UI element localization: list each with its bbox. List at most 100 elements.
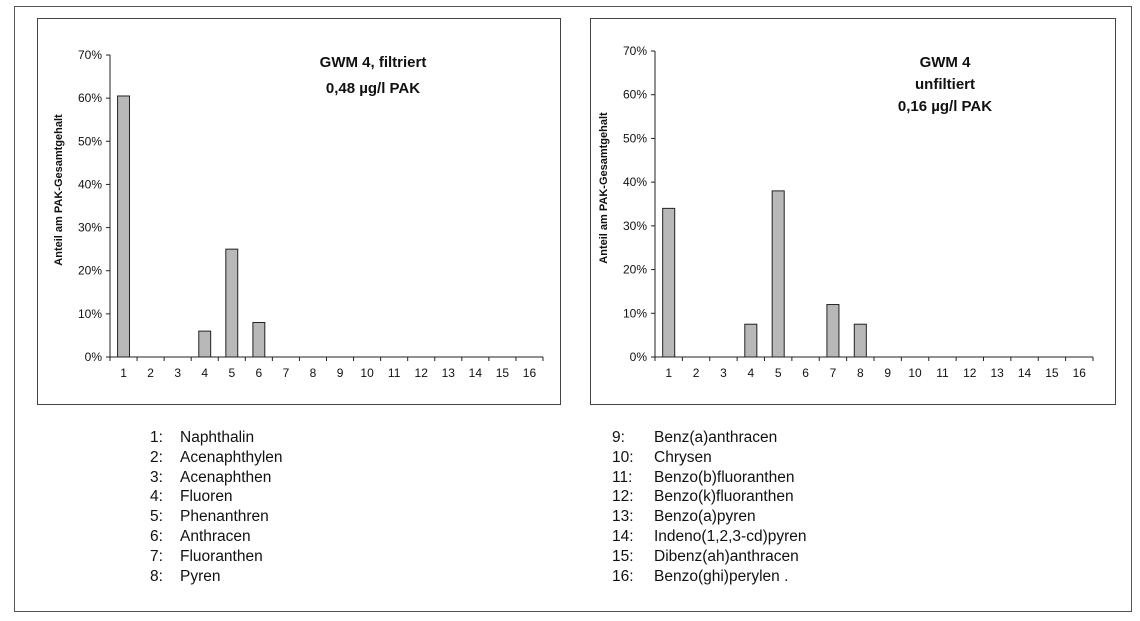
unfiltered-x-tick-label: 15 bbox=[1045, 366, 1059, 380]
filtered-x-tick-label: 16 bbox=[523, 366, 537, 380]
filtered-y-tick-label: 50% bbox=[78, 134, 102, 148]
legend-item-number: 14: bbox=[612, 527, 634, 545]
unfiltered-y-tick-label: 20% bbox=[623, 263, 647, 277]
filtered-bar bbox=[117, 95, 130, 358]
unfiltered-x-tick-label: 4 bbox=[747, 366, 754, 380]
legend-item-number: 9: bbox=[612, 429, 625, 446]
legend-item: 1: Naphthalin bbox=[150, 428, 283, 448]
filtered-x-tick-label: 11 bbox=[388, 366, 401, 380]
unfiltered-title-line: 0,16 µg/l PAK bbox=[898, 98, 992, 115]
filtered-title-line: 0,48 µg/l PAK bbox=[326, 80, 420, 97]
legend-item-number: 2: bbox=[150, 448, 163, 466]
legend-item-name: Benzo(b)fluoranthen bbox=[654, 468, 795, 486]
legend-item-name: Phenanthren bbox=[180, 508, 269, 526]
filtered-x-tick-label: 8 bbox=[310, 366, 317, 380]
legend-item: 13: Benzo(a)pyren bbox=[612, 507, 807, 527]
legend-item-name: Dibenz(ah)anthracen bbox=[654, 547, 799, 565]
filtered-x-tick-label: 3 bbox=[174, 366, 181, 380]
unfiltered-y-tick-label: 50% bbox=[623, 131, 647, 145]
filtered-bar bbox=[198, 330, 212, 358]
filtered-x-tick-label: 9 bbox=[337, 366, 344, 380]
unfiltered-x-tick-label: 13 bbox=[991, 366, 1005, 380]
legend-item-number: 10: bbox=[612, 448, 634, 466]
legend-item-name: Benzo(a)pyren bbox=[654, 508, 756, 526]
chart-filtered-svg: 0%10%20%30%40%50%60%70%1 2 3 4 5 6 7 8 9 10 11 12 13… bbox=[53, 48, 544, 380]
filtered-y-tick-label: 40% bbox=[78, 177, 102, 191]
filtered-x-tick-label: 14 bbox=[469, 366, 483, 380]
legend-item: 6: Anthracen bbox=[150, 527, 283, 547]
filtered-x-tick-label: 2 bbox=[147, 366, 154, 380]
filtered-y-tick-label: 60% bbox=[78, 91, 102, 105]
legend-item-number: 4: bbox=[150, 488, 163, 506]
unfiltered-title-line: unfiltiert bbox=[915, 76, 975, 93]
legend-right: 9: Benz(a)anthracen 10: Chrysen 11: Benzo(b)f… bbox=[612, 428, 807, 586]
legend-item-number: 7: bbox=[150, 547, 163, 565]
legend-item-name: Chrysen bbox=[654, 448, 712, 466]
figure-frame bbox=[14, 6, 1132, 612]
unfiltered-y-tick-label: 70% bbox=[623, 44, 647, 58]
unfiltered-y-tick-label: 30% bbox=[623, 219, 647, 233]
legend-item: 15: Dibenz(ah)anthracen bbox=[612, 547, 807, 567]
legend-item: 8: Pyren bbox=[150, 567, 283, 587]
unfiltered-bar bbox=[771, 190, 785, 358]
filtered-title-line: GWM 4, filtriert bbox=[320, 54, 427, 71]
filtered-x-tick-label: 5 bbox=[228, 366, 235, 380]
legend-item: 11: Benzo(b)fluoranthen bbox=[612, 468, 807, 488]
filtered-bar bbox=[252, 321, 266, 358]
filtered-y-label: Anteil am PAK-Gesamtgehalt bbox=[53, 114, 65, 266]
unfiltered-x-tick-label: 3 bbox=[720, 366, 727, 380]
unfiltered-x-tick-label: 8 bbox=[857, 366, 864, 380]
unfiltered-y-tick-label: 10% bbox=[623, 306, 647, 320]
legend-item: 12: Benzo(k)fluoranthen bbox=[612, 487, 807, 507]
legend-item-name: Acenaphthen bbox=[180, 468, 272, 486]
unfiltered-bar bbox=[744, 323, 758, 358]
legend-item: 7: Fluoranthen bbox=[150, 547, 283, 567]
legend-item: 4: Fluoren bbox=[150, 487, 283, 507]
legend-item-number: 12: bbox=[612, 488, 634, 506]
legend-item-number: 8: bbox=[150, 567, 163, 585]
legend-left: 1: Naphthalin 2: Acenaphthylen 3: Acenaphthen… bbox=[150, 428, 283, 586]
unfiltered-x-tick-label: 10 bbox=[908, 366, 922, 380]
unfiltered-x-tick-label: 7 bbox=[830, 366, 837, 380]
legend-item-number: 6: bbox=[150, 527, 163, 545]
filtered-x-tick-label: 4 bbox=[201, 366, 208, 380]
legend-item-number: 13: bbox=[612, 508, 634, 526]
unfiltered-x-tick-label: 9 bbox=[884, 366, 891, 380]
filtered-y-tick-label: 70% bbox=[78, 48, 102, 62]
unfiltered-x-tick-label: 1 bbox=[665, 366, 672, 380]
filtered-y-tick-label: 0% bbox=[85, 350, 103, 364]
legend-item-name: Pyren bbox=[180, 567, 221, 585]
unfiltered-title-line: GWM 4 bbox=[920, 54, 971, 71]
filtered-bar bbox=[225, 248, 239, 358]
unfiltered-y-tick-label: 60% bbox=[623, 88, 647, 102]
legend-item-number: 3: bbox=[150, 468, 163, 486]
legend-item-name: Benzo(ghi)perylen . bbox=[654, 567, 789, 585]
unfiltered-x-tick-label: 6 bbox=[802, 366, 809, 380]
legend-item-name: Acenaphthylen bbox=[180, 448, 283, 466]
legend-item-name: Fluoranthen bbox=[180, 547, 263, 565]
unfiltered-x-tick-label: 11 bbox=[936, 366, 949, 380]
legend-item: 3: Acenaphthen bbox=[150, 468, 283, 488]
legend-item: 9: Benz(a)anthracen bbox=[612, 428, 807, 448]
legend-item-name: Naphthalin bbox=[180, 429, 255, 446]
unfiltered-x-tick-label: 16 bbox=[1073, 366, 1087, 380]
legend-item: 16: Benzo(ghi)perylen . bbox=[612, 567, 807, 587]
legend-item: 14: Indeno(1,2,3-cd)pyren bbox=[612, 527, 807, 547]
legend-item-name: Benzo(k)fluoranthen bbox=[654, 488, 794, 506]
legend-item-name: Benz(a)anthracen bbox=[654, 429, 778, 446]
chart-unfiltered-svg: 0%10%20%30%40%50%60%70%1 2 3 4 5 6 7 8 9 10 11 12 13… bbox=[598, 44, 1094, 380]
unfiltered-bar bbox=[853, 323, 867, 358]
filtered-x-tick-label: 7 bbox=[283, 366, 290, 380]
filtered-y-tick-label: 10% bbox=[78, 307, 102, 321]
unfiltered-bar bbox=[826, 304, 840, 358]
chart-filtered: 0% 10% 20% 30% 40% 50% 60% 70% 1 2 3 4 5 6 7 8 9 10 11 12 13… bbox=[37, 18, 561, 405]
legend-item: 10: Chrysen bbox=[612, 448, 807, 468]
unfiltered-x-tick-label: 2 bbox=[693, 366, 700, 380]
legend-item: 5: Phenanthren bbox=[150, 507, 283, 527]
filtered-y-tick-label: 30% bbox=[78, 221, 102, 235]
filtered-x-tick-label: 15 bbox=[496, 366, 510, 380]
unfiltered-y-tick-label: 40% bbox=[623, 175, 647, 189]
legend-item-name: Anthracen bbox=[180, 527, 251, 545]
legend-item-number: 15: bbox=[612, 547, 634, 565]
legend-item-number: 5: bbox=[150, 508, 163, 526]
